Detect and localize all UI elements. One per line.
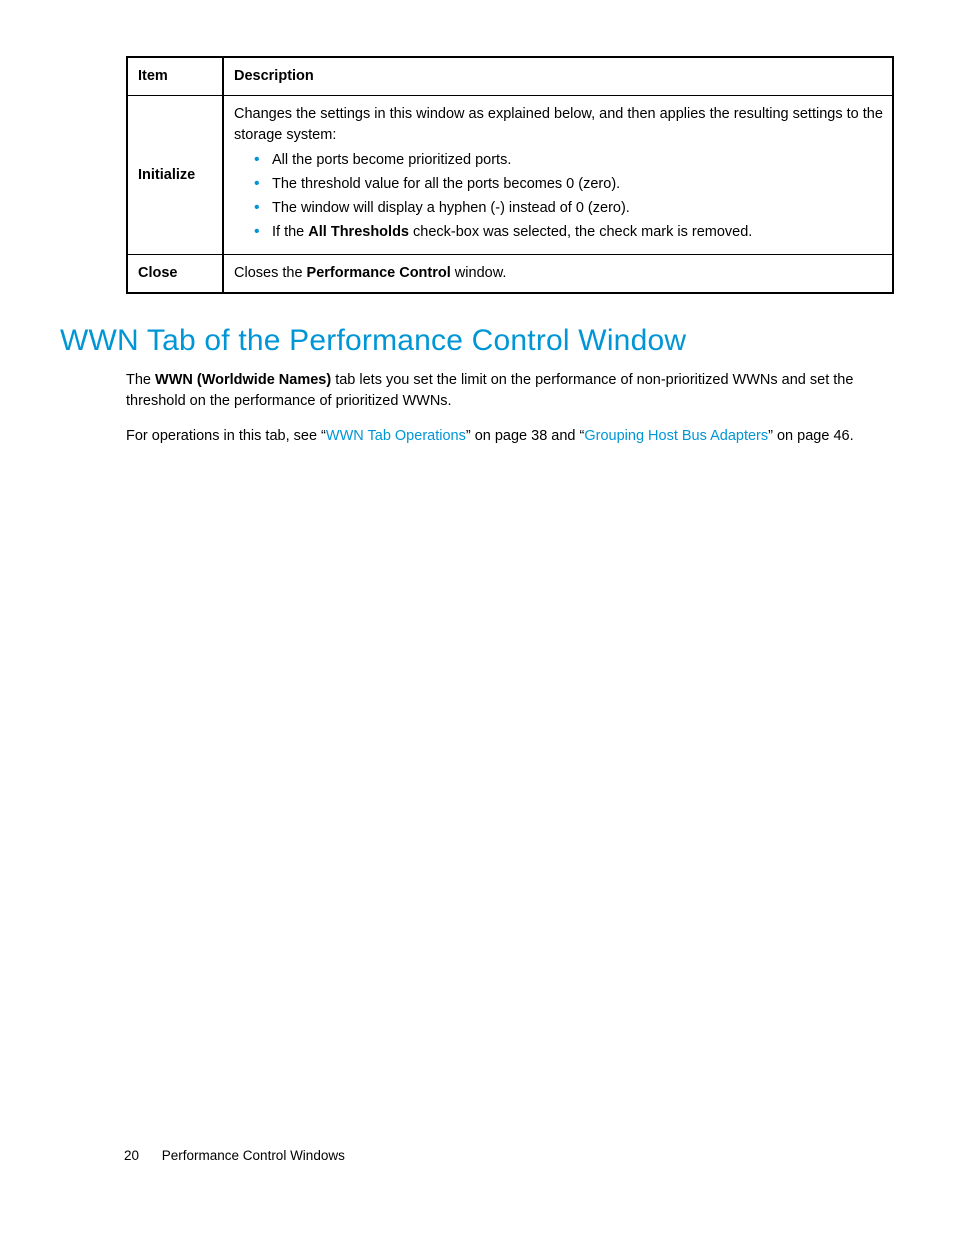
table-row: Close Closes the Performance Control win… xyxy=(127,255,893,294)
table-header-row: Item Description xyxy=(127,57,893,96)
list-item: If the All Thresholds check-box was sele… xyxy=(254,222,884,243)
col-header-description: Description xyxy=(223,57,893,96)
text: Closes the xyxy=(234,265,307,281)
text-bold: Performance Control xyxy=(307,265,451,281)
text: The xyxy=(126,372,155,388)
page-number: 20 xyxy=(124,1148,158,1163)
text-bold: All Thresholds xyxy=(308,224,409,240)
text: For operations in this tab, see “ xyxy=(126,428,326,444)
link-wwn-tab-operations[interactable]: WWN Tab Operations xyxy=(326,428,466,444)
text: window. xyxy=(451,265,507,281)
paragraph-refs: For operations in this tab, see “WWN Tab… xyxy=(126,426,894,447)
page-footer: 20 Performance Control Windows xyxy=(124,1148,345,1163)
initialize-lead-text: Changes the settings in this window as e… xyxy=(234,106,883,143)
paragraph-intro: The WWN (Worldwide Names) tab lets you s… xyxy=(126,370,894,412)
list-item: All the ports become prioritized ports. xyxy=(254,150,884,171)
link-grouping-host-bus-adapters[interactable]: Grouping Host Bus Adapters xyxy=(584,428,768,444)
text: ” on page 46. xyxy=(768,428,853,444)
cell-desc-initialize: Changes the settings in this window as e… xyxy=(223,96,893,255)
section-heading: WWN Tab of the Performance Control Windo… xyxy=(60,324,894,358)
footer-title: Performance Control Windows xyxy=(162,1148,345,1163)
table-row: Initialize Changes the settings in this … xyxy=(127,96,893,255)
col-header-item: Item xyxy=(127,57,223,96)
initialize-bullet-list: All the ports become prioritized ports. … xyxy=(234,150,884,243)
item-description-table: Item Description Initialize Changes the … xyxy=(126,56,894,294)
cell-item-close: Close xyxy=(127,255,223,294)
cell-desc-close: Closes the Performance Control window. xyxy=(223,255,893,294)
text: check-box was selected, the check mark i… xyxy=(409,224,752,240)
text: If the xyxy=(272,224,308,240)
list-item: The window will display a hyphen (-) ins… xyxy=(254,198,884,219)
cell-item-initialize: Initialize xyxy=(127,96,223,255)
text: ” on page 38 and “ xyxy=(466,428,585,444)
text-bold: WWN (Worldwide Names) xyxy=(155,372,331,388)
list-item: The threshold value for all the ports be… xyxy=(254,174,884,195)
